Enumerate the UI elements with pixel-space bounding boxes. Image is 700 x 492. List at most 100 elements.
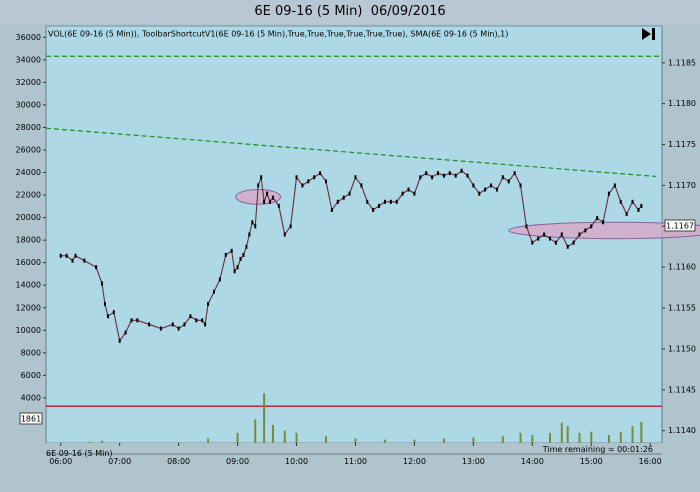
price-bar [378,203,381,208]
price-bar [419,175,422,180]
window-title: 6E 09-16 (5 Min) 06/09/2016 [254,4,446,19]
price-bar [554,240,557,245]
price-bar [171,322,174,327]
price-bar [101,281,103,286]
indicators-label: VOL(6E 09-16 (5 Min)), ToolbarShortcutV1… [48,30,508,39]
price-bar [204,322,207,327]
volume-bar [560,422,563,443]
volume-bar [607,435,610,443]
price-marker: 1.1167 [664,219,696,232]
price-bar [348,191,351,196]
left-tick-label: 10000 [16,326,41,335]
price-bar [319,171,322,176]
price-bar [519,183,522,188]
price-bar [495,187,498,192]
volume-bar [101,440,103,443]
price-bar [71,258,74,263]
price-bar [201,318,204,323]
price-bar [136,318,139,323]
price-bar [401,191,404,196]
price-bar [578,232,581,237]
price-bar [59,253,62,258]
left-tick-label: 36000 [16,33,41,42]
price-bar [148,322,151,327]
price-bar [472,183,475,188]
volume-bar [549,432,551,443]
price-bar [537,236,540,241]
price-chart[interactable]: 36000 34000 32000 30000 28000 26000 24000 22000… [0,24,700,492]
chart-window[interactable]: 36000 34000 32000 30000 28000 26000 24000 22000… [0,24,700,492]
right-tick-label: 1.1155 [668,304,696,313]
ellipse-annotations [235,189,700,240]
price-bar [159,326,162,331]
price-bar [631,199,634,204]
price-bar [263,199,266,204]
right-tick-label: 1.1150 [668,344,696,353]
price-bar [254,224,257,229]
price-bar [277,203,280,208]
price-bar [177,326,180,331]
price-bar [289,224,292,229]
volume-bar [325,436,327,443]
volume-marker-text: 1861 [21,415,41,424]
left-axis-ticks: 36000 34000 32000 30000 28000 26000 24000 22000… [16,33,46,402]
advance-to-end-icon[interactable] [642,28,655,40]
price-bar [245,244,248,249]
price-bar [466,173,469,178]
time-tick-label: 10:00 [285,457,308,466]
title-bar: 6E 09-16 (5 Min) 06/09/2016 [0,0,700,25]
price-bar [342,195,345,200]
price-bar [607,191,610,196]
price-bar [195,318,198,323]
volume-bar [207,438,210,443]
price-bar [460,168,463,173]
left-tick-label: 24000 [16,168,41,177]
volume-bar [354,438,357,443]
price-bar [490,183,493,188]
price-bar [336,199,339,204]
volume-bar [590,431,593,443]
price-bar [613,183,616,188]
price-bar [271,195,274,200]
price-bar [413,191,416,196]
price-bar [83,258,86,263]
time-axis-panel [0,443,700,492]
volume-bar [177,442,180,443]
price-bar [431,175,434,180]
price-bar [74,253,77,258]
volume-bars [89,393,643,443]
volume-bar [283,430,286,443]
left-tick-label: 4000 [21,393,41,402]
price-bar [251,220,254,225]
time-tick-label: 12:00 [403,457,426,466]
price-bar [95,265,98,270]
right-tick-label: 1.1185 [668,58,696,67]
price-bar [454,173,457,178]
volume-bar [531,435,534,443]
time-remaining: Time remaining = 00:01:26 [542,445,653,454]
price-bar [543,232,546,237]
volume-bar [89,441,92,443]
price-bar [525,224,528,229]
left-tick-label: 16000 [16,258,41,267]
volume-bar [631,426,634,443]
volume-bar [566,426,569,443]
price-bar [207,302,210,306]
price-bar [307,179,310,184]
left-tick-label: 26000 [16,145,41,154]
price-bar [383,199,386,204]
price-bar [478,191,481,196]
price-bar [248,232,251,237]
volume-bar [501,436,504,443]
right-tick-label: 1.1175 [668,140,696,149]
price-bar [596,216,599,221]
price-bar [330,207,333,212]
volume-bar [640,422,643,443]
price-bar [484,187,487,192]
price-bar [218,277,221,282]
left-tick-label: 28000 [16,123,41,132]
price-bar [106,314,109,319]
price-bar [236,265,239,270]
price-bar [65,253,68,258]
ellipse-annotation [508,221,700,240]
